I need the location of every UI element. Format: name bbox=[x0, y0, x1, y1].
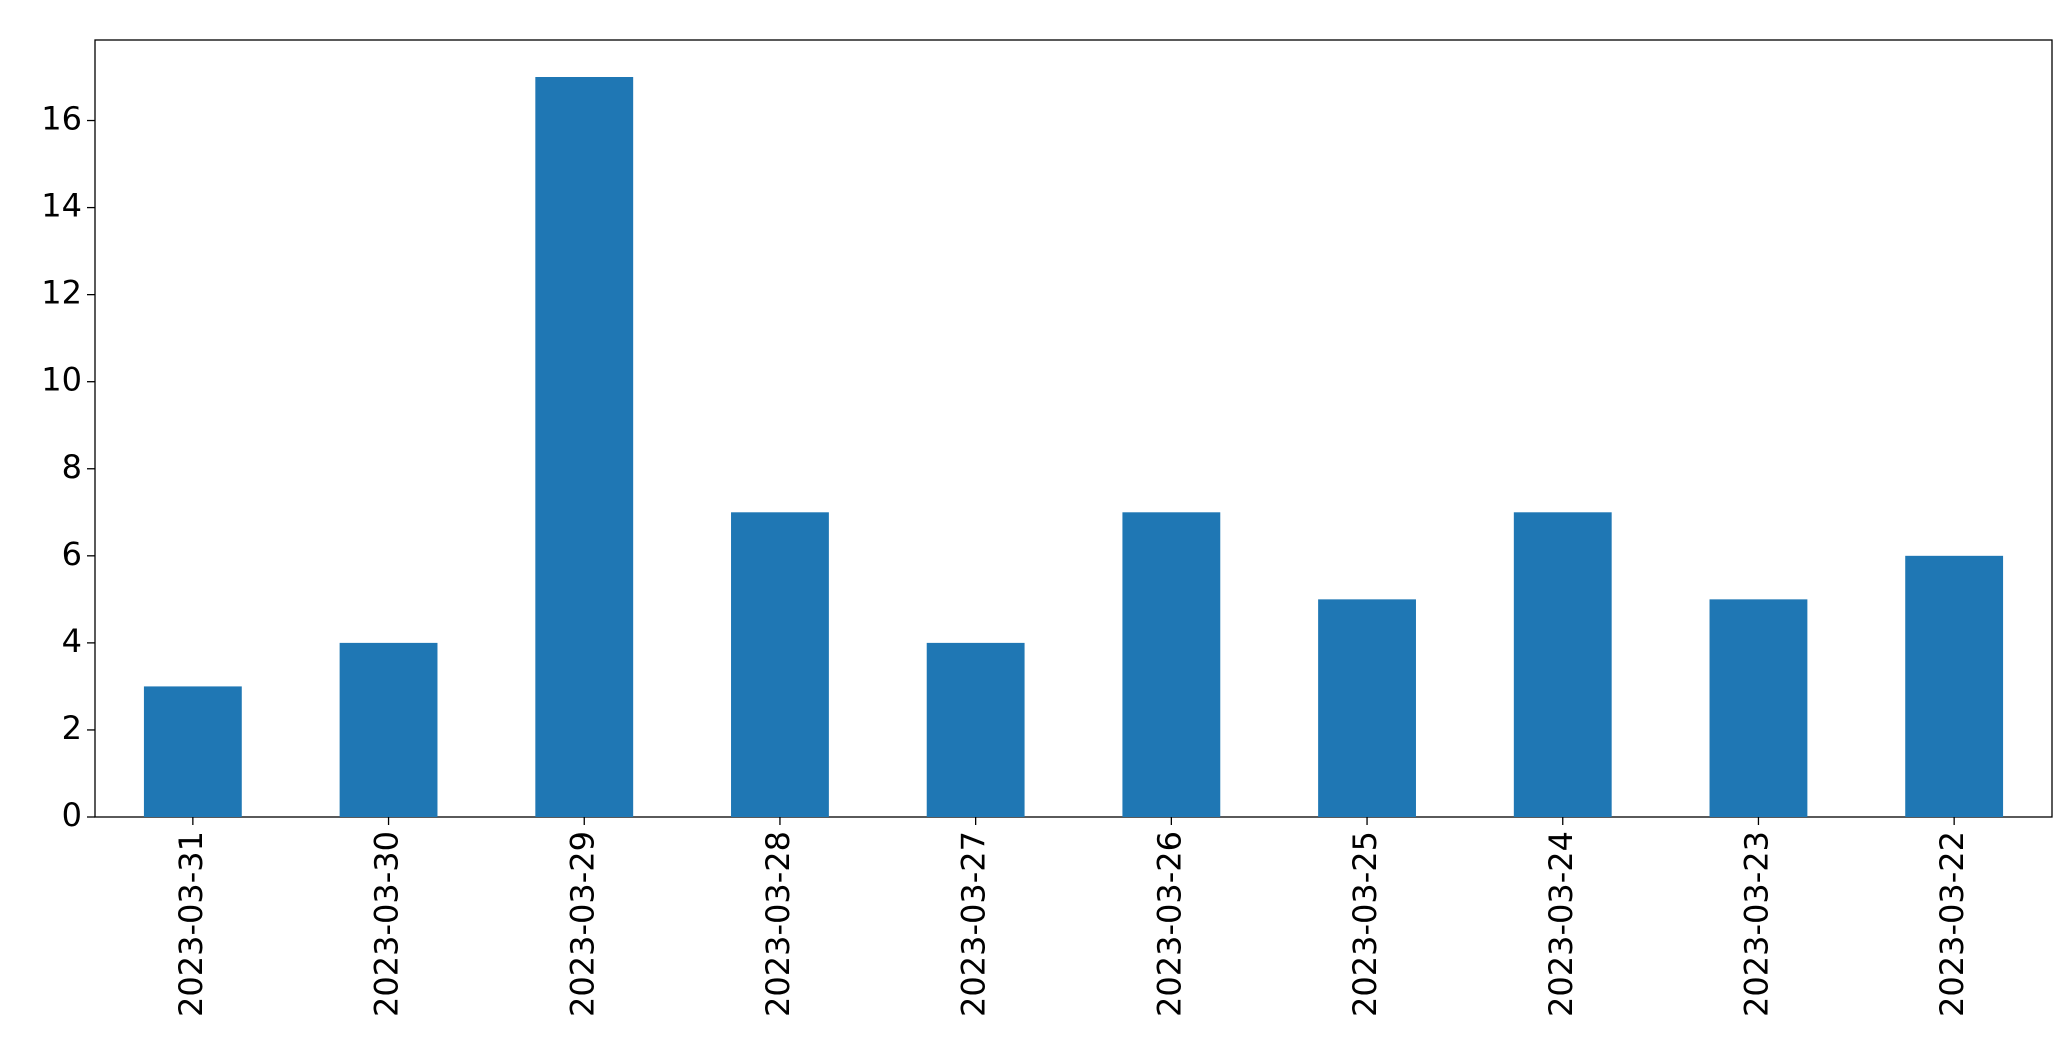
bar bbox=[1122, 512, 1221, 817]
x-tick-label: 2023-03-22 bbox=[1933, 831, 1971, 1017]
y-tick-label: 12 bbox=[41, 274, 82, 312]
y-tick-label: 4 bbox=[62, 622, 82, 660]
x-tick-label: 2023-03-28 bbox=[759, 831, 797, 1017]
plot-frame bbox=[94, 39, 2053, 818]
y-tick-label: 2 bbox=[62, 709, 82, 747]
bar bbox=[926, 642, 1025, 817]
x-tick-label: 2023-03-29 bbox=[563, 831, 601, 1017]
bar bbox=[339, 642, 438, 817]
x-tick-label: 2023-03-31 bbox=[172, 831, 210, 1017]
bar bbox=[1709, 599, 1808, 817]
y-tick-label: 14 bbox=[41, 187, 82, 225]
y-tick-label: 8 bbox=[62, 448, 82, 486]
y-tick-label: 0 bbox=[62, 796, 82, 834]
bar bbox=[1513, 512, 1612, 817]
x-tick-label: 2023-03-30 bbox=[368, 831, 406, 1017]
x-tick-label: 2023-03-23 bbox=[1737, 831, 1775, 1017]
y-tick-label: 6 bbox=[62, 535, 82, 573]
bar bbox=[731, 512, 829, 817]
x-tick-label: 2023-03-24 bbox=[1542, 831, 1580, 1017]
bar bbox=[1905, 555, 2004, 817]
bar bbox=[143, 686, 242, 817]
bar bbox=[1318, 599, 1416, 817]
x-tick-label: 2023-03-25 bbox=[1346, 831, 1384, 1017]
y-tick-label: 16 bbox=[41, 100, 82, 138]
y-tick-label: 10 bbox=[41, 361, 82, 399]
x-tick-label: 2023-03-27 bbox=[955, 831, 993, 1017]
bar bbox=[535, 77, 634, 817]
x-tick-label: 2023-03-26 bbox=[1150, 831, 1188, 1017]
